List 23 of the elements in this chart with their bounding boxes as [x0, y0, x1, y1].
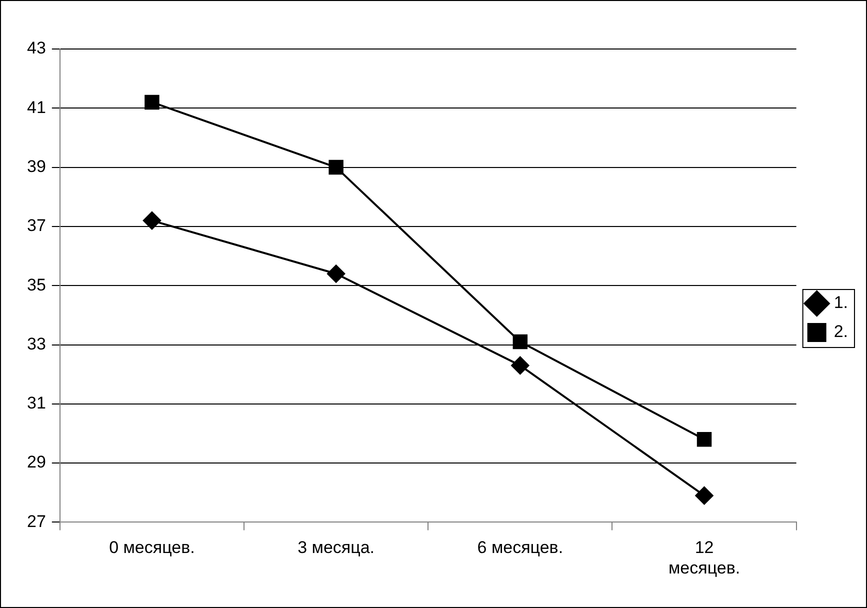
- legend-label: 2.: [834, 322, 848, 342]
- y-tick-label: 33: [26, 334, 46, 354]
- x-tick-label: 0 месяцев.: [109, 538, 195, 558]
- y-tick-label: 37: [26, 216, 46, 236]
- point: [512, 334, 528, 350]
- y-tick-label: 41: [26, 98, 46, 117]
- point: [511, 356, 530, 374]
- y-tick-label: 31: [26, 394, 46, 413]
- point: [696, 432, 712, 447]
- y-tick-label: 27: [26, 512, 46, 531]
- legend-label: 1.: [834, 293, 848, 312]
- x-tick-label: 6 месяцев.: [477, 538, 564, 558]
- y-tick-label: 35: [26, 275, 46, 294]
- point: [328, 160, 344, 175]
- point: [144, 94, 160, 110]
- point: [327, 264, 346, 283]
- point: [142, 212, 161, 230]
- y-tick-label: 29: [26, 452, 46, 472]
- x-tick-label: 3 месяца.: [298, 538, 375, 558]
- point: [695, 486, 714, 505]
- y-tick-label: 39: [26, 156, 46, 176]
- y-tick-label: 43: [26, 38, 46, 58]
- x-tick-label: 12 месяцев.: [668, 538, 740, 578]
